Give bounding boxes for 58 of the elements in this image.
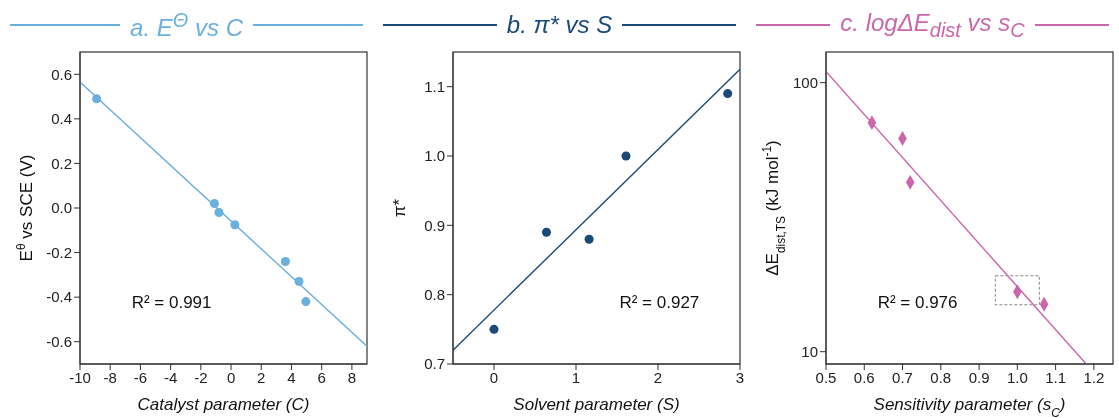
annotation: R² = 0.927 xyxy=(619,292,700,312)
x-tick-label: -4 xyxy=(163,368,178,386)
x-tick-label: 4 xyxy=(287,368,296,386)
point xyxy=(230,220,240,230)
y-axis-title: π* xyxy=(390,198,409,218)
x-tick-label: -10 xyxy=(69,368,91,386)
point xyxy=(209,199,219,209)
y-tick-label: 0.7 xyxy=(424,355,445,373)
y-tick-label: 10 xyxy=(801,343,818,361)
chart-title: a. E$^{Θ}$ vs C xyxy=(130,8,243,42)
x-tick-label: 8 xyxy=(347,368,357,386)
x-tick-label: 1.0 xyxy=(1006,368,1028,386)
x-tick-label: 0 xyxy=(226,368,236,386)
x-tick-label: 0 xyxy=(489,368,499,386)
annotation: R² = 0.991 xyxy=(131,292,212,312)
x-tick-label: 3 xyxy=(735,368,745,386)
point xyxy=(301,297,311,307)
y-tick-label: 0.8 xyxy=(424,285,445,303)
x-tick-label: 0.5 xyxy=(815,368,837,386)
y-tick-label: -0.4 xyxy=(46,288,72,306)
x-tick-label: 2 xyxy=(653,368,663,386)
point xyxy=(621,151,631,161)
point xyxy=(541,227,551,237)
x-axis-title: Catalyst parameter (C) xyxy=(137,395,310,414)
x-tick-label: 0.6 xyxy=(853,368,875,386)
x-tick-label: 1 xyxy=(571,368,581,386)
annotation: R² = 0.976 xyxy=(877,292,958,312)
y-tick-label: 0.0 xyxy=(51,199,72,217)
y-tick-label: 0.9 xyxy=(424,216,445,234)
y-tick-label: 0.2 xyxy=(51,154,72,172)
x-tick-label: -8 xyxy=(103,368,117,386)
point xyxy=(294,277,304,287)
chart-title: b. π* vs S xyxy=(506,11,613,39)
x-tick-label: 0.8 xyxy=(930,368,952,386)
point xyxy=(280,256,290,266)
x-tick-label: 2 xyxy=(257,368,266,386)
x-tick-label: 1.2 xyxy=(1083,368,1105,386)
x-tick-label: 6 xyxy=(317,368,326,386)
y-tick-label: -0.6 xyxy=(46,333,72,351)
x-tick-label: -6 xyxy=(133,368,148,386)
y-tick-label: 1.1 xyxy=(424,77,445,95)
point xyxy=(214,207,224,217)
point xyxy=(584,234,594,244)
x-tick-label: 1.1 xyxy=(1045,368,1067,386)
x-tick-label: 0.9 xyxy=(968,368,990,386)
y-tick-label: 0.6 xyxy=(51,65,72,83)
y-tick-label: 0.4 xyxy=(51,110,72,128)
point xyxy=(92,94,102,104)
point xyxy=(723,89,733,99)
y-tick-label: 100 xyxy=(792,73,818,91)
y-tick-label: -0.2 xyxy=(46,243,72,261)
point xyxy=(489,324,499,334)
y-tick-label: 1.0 xyxy=(424,147,445,165)
x-tick-label: 0.7 xyxy=(892,368,913,386)
chart-title: c. logΔE$_{dist}$ vs s$_{C}$ xyxy=(840,8,1025,42)
x-axis-title: Solvent parameter (S) xyxy=(513,395,680,414)
x-tick-label: -2 xyxy=(194,368,208,386)
x-axis-title: Sensitivity parameter (s$_{C}$) xyxy=(873,395,1066,418)
